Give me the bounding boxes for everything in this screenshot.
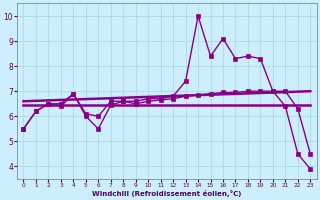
X-axis label: Windchill (Refroidissement éolien,°C): Windchill (Refroidissement éolien,°C) — [92, 190, 242, 197]
